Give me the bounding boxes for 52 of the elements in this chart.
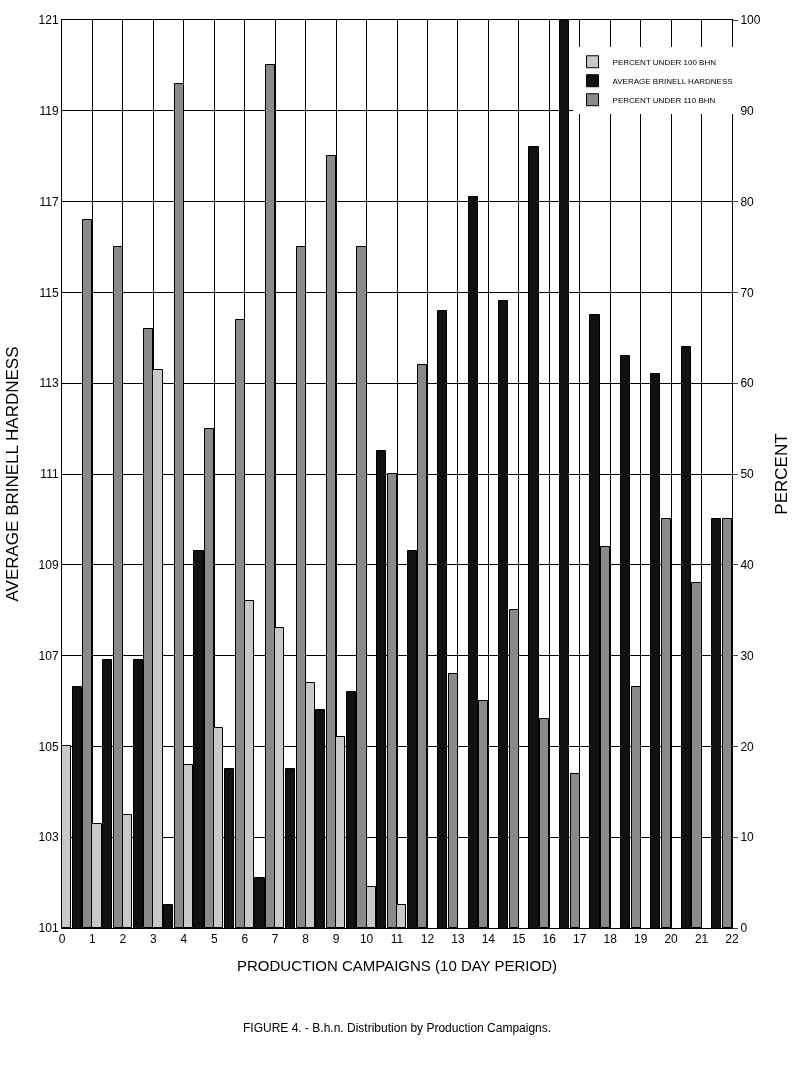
y2-tick-label: 10 [740,830,755,845]
y2-tick-label: 80 [740,194,755,209]
y-tick-label: 113 [39,376,59,391]
caption: FIGURE 4. - B.h.n. Distribution by Production Campaigns. [243,1021,552,1035]
x-tick-label: 13 [451,932,465,947]
y2-tick-label: 50 [740,467,755,482]
y-tick-label: 111 [40,467,59,482]
y-tick-label: 105 [38,739,59,754]
y-tick-label: 101 [38,921,59,936]
y2-tick-label: 30 [740,648,755,663]
y2-tick-label: 70 [740,285,755,300]
y2-tick-label: 40 [740,558,755,572]
y-tick-label: 117 [39,194,59,209]
x-tick-label: 1 [89,932,97,947]
x-tick-label: 18 [603,932,618,947]
x-tick-label: 2 [119,932,127,947]
y2-axis-title: PERCENT [772,433,792,515]
x-tick-label: 20 [664,932,679,947]
legend-label: PERCENT UNDER 100 BHN [612,57,717,67]
y-tick-label: 103 [38,830,59,845]
y2-tick-label: 0 [740,921,748,936]
x-tick-label: 5 [210,932,218,947]
y-axis-title: AVERAGE BRINELL HARDNESS [3,346,23,602]
x-tick-label: 3 [150,932,158,947]
x-tick-label: 6 [241,932,249,947]
x-tick-label: 22 [725,932,739,947]
x-tick-label: 11 [390,932,404,947]
y-tick-label: 107 [38,648,59,663]
legend-label: AVERAGE BRINELL HARDNESS [612,76,733,86]
x-tick-label: 9 [332,932,340,947]
y-tick-label: 121 [38,13,59,28]
x-tick-label: 19 [633,932,648,947]
x-tick-label: 15 [512,932,526,947]
x-tick-label: 14 [481,932,496,947]
x-tick-label: 8 [302,932,310,947]
y2-tick-label: 90 [740,104,755,118]
y-tick-label: 109 [38,558,59,572]
x-tick-label: 16 [542,932,557,947]
x-tick-label: 0 [58,932,66,947]
y-tick-label: 115 [39,285,59,300]
y2-tick-label: 20 [740,739,755,754]
y-tick-label: 119 [39,104,59,118]
x-tick-label: 17 [573,932,587,947]
x-tick-label: 10 [359,932,374,947]
y2-tick-label: 100 [740,13,761,28]
x-tick-label: 21 [694,932,709,947]
x-axis-title: PRODUCTION CAMPAIGNS (10 DAY PERIOD) [236,957,558,975]
x-tick-label: 4 [180,932,188,947]
x-tick-label: 7 [271,932,279,947]
x-tick-label: 12 [420,932,435,947]
y2-tick-label: 60 [740,376,755,391]
legend-label: PERCENT UNDER 110 BHN [612,95,716,105]
